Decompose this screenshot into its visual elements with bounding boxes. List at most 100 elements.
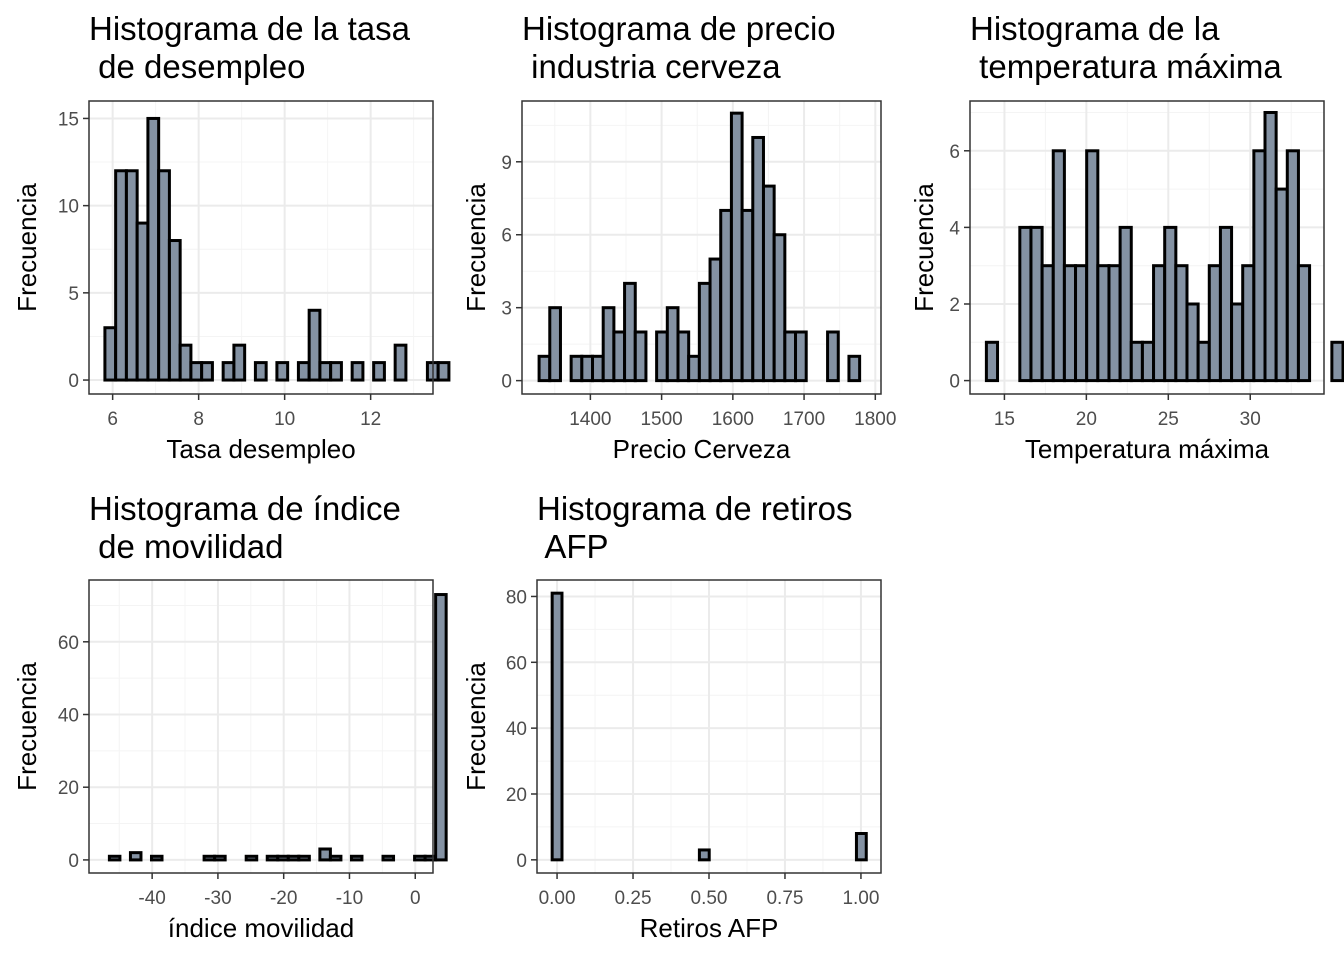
histogram-bar [128, 851, 143, 862]
histogram-bar [307, 308, 322, 382]
histogram-bar [548, 306, 562, 383]
histogram-bar [591, 354, 605, 383]
y-tick-label: 60 [506, 653, 527, 674]
histogram-bar [124, 169, 139, 382]
histogram-bar [253, 361, 268, 382]
histogram-bar [200, 361, 214, 382]
histogram-bar [1207, 264, 1222, 383]
histogram-bar [1152, 264, 1167, 383]
chart-title-line: de movilidad [89, 528, 283, 565]
x-tick-label: 0.00 [539, 888, 576, 909]
histogram-bar [189, 361, 204, 382]
histogram-bar [854, 831, 868, 862]
histogram-bar [178, 343, 193, 382]
x-tick-label: 12 [360, 409, 381, 430]
histogram-bar [135, 221, 150, 382]
histogram-bar [655, 330, 669, 383]
histogram-bar [623, 281, 637, 383]
histogram-bar [286, 854, 301, 862]
histogram-bar [687, 354, 701, 383]
histogram-bar [1285, 149, 1300, 383]
histogram-bar [350, 361, 365, 382]
chart-panel-3: 15 20 25 30 0 2 4 6 Temperatura máxima Frecuencia… [909, 10, 1344, 464]
histogram-bar [601, 306, 616, 383]
histogram-bar [107, 854, 122, 862]
histogram-bar [794, 330, 808, 383]
histogram-bar [537, 354, 552, 383]
histogram-bar [1029, 225, 1044, 383]
chart-title-line: Histograma de índice [89, 490, 401, 527]
x-tick-label: 8 [193, 409, 204, 430]
histogram-bar [329, 361, 343, 382]
x-axis-title: Tasa desempleo [166, 434, 355, 464]
histogram-bar [1174, 264, 1189, 383]
histogram-bar [275, 361, 290, 382]
x-tick-label: 0.75 [766, 888, 803, 909]
histogram-bar [1163, 225, 1178, 383]
histogram-bar [1051, 149, 1066, 383]
y-tick-label: 0 [949, 372, 960, 393]
histogram-bar [826, 330, 840, 383]
histogram-bar [1330, 340, 1344, 383]
histogram-bar [436, 361, 451, 382]
histogram-bar [328, 854, 343, 862]
histogram-bar [1263, 110, 1278, 383]
chart-title: Histograma de índice de movilidad [89, 490, 401, 565]
histogram-bar [1252, 149, 1267, 383]
x-axis-title: índice movilidad [168, 913, 354, 943]
x-tick-label: 1700 [783, 409, 825, 430]
histogram-bar [772, 233, 787, 383]
x-tick-label: 30 [1240, 409, 1261, 430]
chart-title-line: temperatura máxima [970, 48, 1282, 85]
histogram-bar [146, 116, 161, 382]
histogram-bar [697, 848, 711, 862]
histogram-bar [984, 340, 1000, 383]
histogram-bar [114, 169, 128, 382]
histogram-bar [1140, 340, 1156, 383]
histogram-bar [434, 593, 448, 862]
histogram-bar [1040, 264, 1055, 383]
y-tick-label: 5 [68, 284, 79, 305]
histogram-bar [1185, 302, 1200, 383]
histogram-bar [297, 854, 311, 862]
histogram-bar [349, 854, 364, 862]
plot-border [88, 579, 434, 874]
chart-title-line: AFP [537, 528, 609, 565]
histogram-bar [423, 854, 438, 862]
histogram-bar [1062, 264, 1078, 383]
y-tick-label: 40 [506, 719, 527, 740]
chart-title: Histograma de la temperatura máxima [970, 10, 1282, 85]
histogram-bar [612, 330, 627, 383]
chart-title-line: Histograma de la [970, 10, 1220, 47]
histogram-bar [761, 184, 776, 383]
histogram-bar [221, 361, 236, 382]
y-axis-title: Frecuencia [12, 183, 42, 312]
x-tick-label: -10 [336, 888, 363, 909]
plot-border [521, 100, 882, 395]
histogram-bar [1296, 264, 1312, 383]
histogram-bar [729, 111, 744, 383]
y-tick-label: 4 [949, 218, 960, 239]
histogram-bar [1129, 340, 1144, 383]
y-tick-label: 60 [58, 633, 79, 654]
histogram-bar [232, 343, 247, 382]
x-tick-label: 15 [994, 409, 1015, 430]
histogram-bar [1218, 225, 1234, 383]
y-tick-label: 6 [501, 226, 512, 247]
y-tick-label: 2 [949, 295, 960, 316]
y-axis-title: Frecuencia [909, 183, 939, 312]
y-axis-title: Frecuencia [461, 183, 491, 312]
histogram-bar [719, 208, 733, 383]
histogram-bar [1107, 264, 1122, 383]
y-axis-title: Frecuencia [12, 662, 42, 791]
y-tick-label: 6 [949, 142, 960, 163]
histogram-bar [708, 257, 723, 383]
plot-border [969, 100, 1325, 395]
histogram-bar [318, 361, 333, 382]
x-axis-title: Precio Cerveza [613, 434, 791, 464]
histogram-bar [580, 354, 595, 383]
histogram-bar [676, 330, 691, 383]
chart-panel-4: -40 -30 -20 -10 0 0 20 40 60 índice movilidad Frec… [12, 490, 448, 943]
y-tick-label: 0 [68, 851, 79, 872]
